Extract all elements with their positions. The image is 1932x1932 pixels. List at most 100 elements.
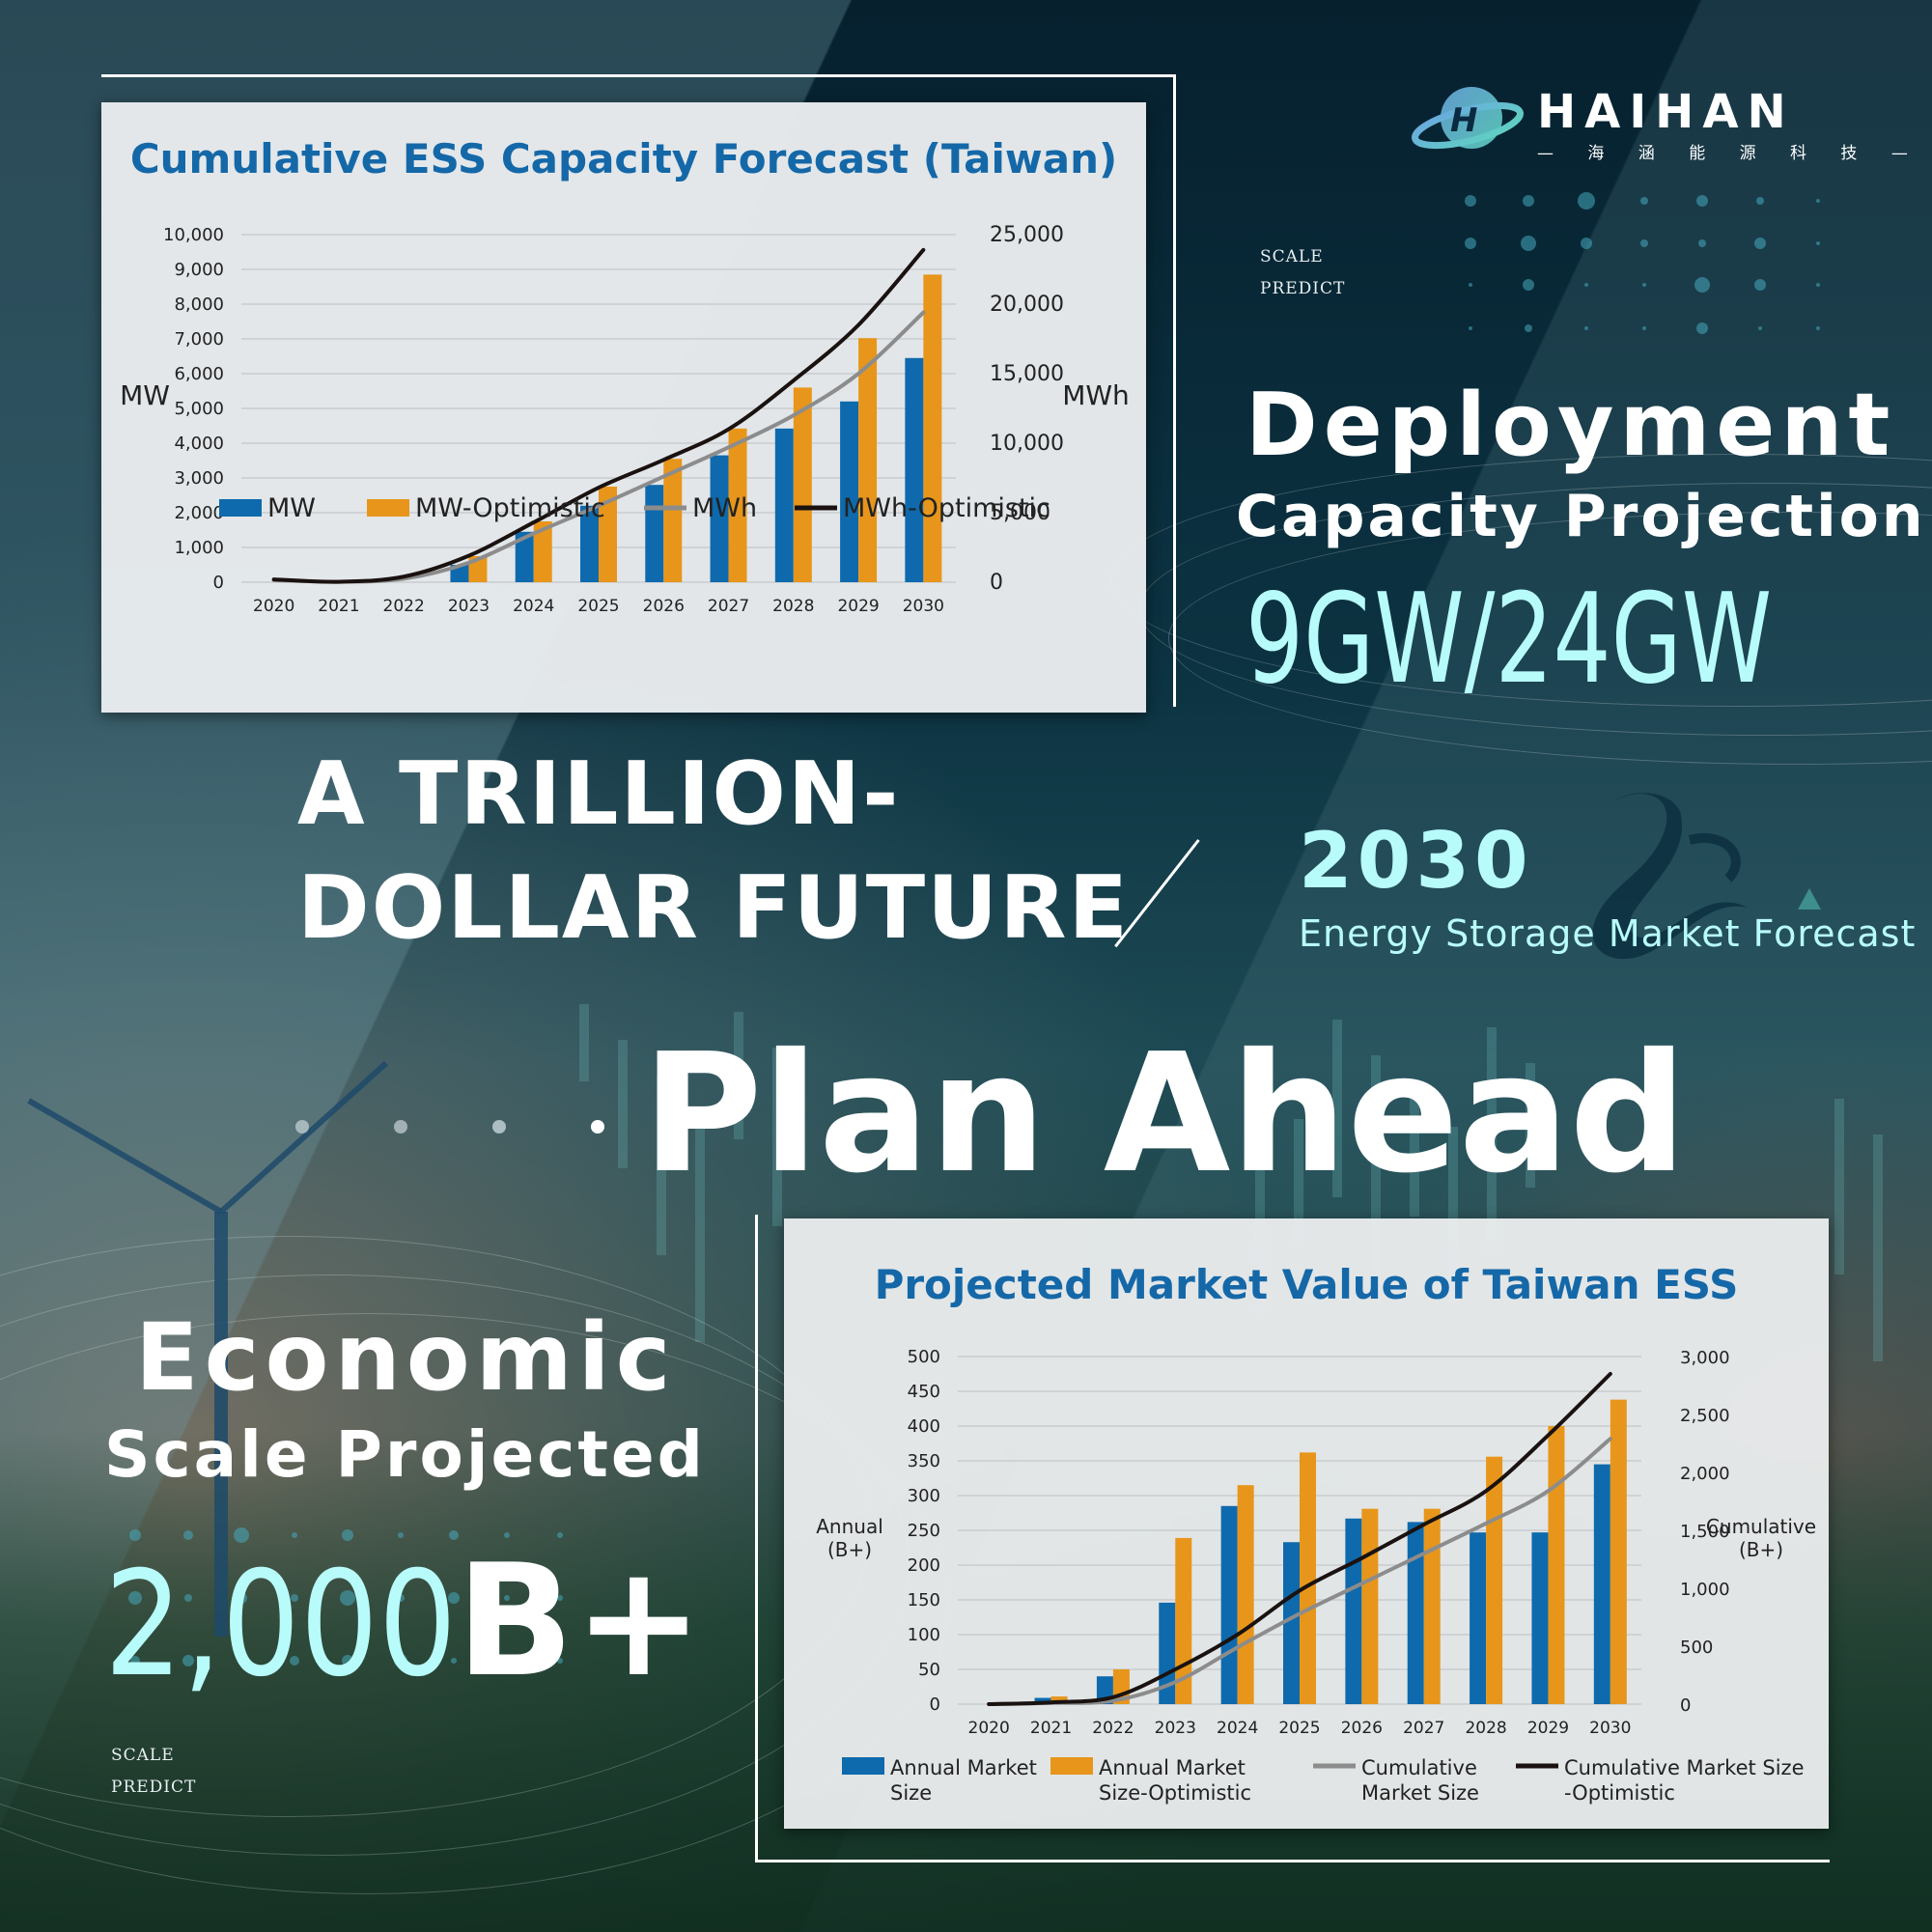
x-tick-label: 2023 — [448, 597, 490, 616]
decor-dot — [1696, 195, 1708, 207]
bar — [923, 274, 942, 582]
chart1-frame — [101, 74, 1176, 707]
x-tick-label: 2029 — [837, 597, 879, 616]
decor-dot — [492, 1120, 506, 1134]
x-tick-label: 2030 — [1589, 1719, 1631, 1738]
decor-dot — [1756, 197, 1764, 205]
y-tick-label: 100 — [908, 1625, 940, 1645]
candlestick — [657, 1076, 666, 1255]
brand-subtitle-text: 海 涵 能 源 科 技 — [1587, 144, 1872, 163]
bar — [1423, 1508, 1441, 1704]
x-tick-label: 2022 — [1092, 1719, 1134, 1738]
y-tick-label: 6,000 — [174, 364, 224, 384]
bar — [1237, 1485, 1254, 1704]
decor-dot — [1696, 322, 1708, 334]
y-tick-label: 9,000 — [174, 260, 224, 280]
chart2-panel: Projected Market Value of Taiwan ESS 0 50… — [784, 1218, 1829, 1829]
bar — [1593, 1464, 1610, 1704]
chart1-plot: 0 1,000 2,000 3,000 4,000 5,000 6,000 7,000 8,00… — [120, 223, 1130, 616]
legend-label: -Optimistic — [1564, 1781, 1675, 1805]
x-tick-label: 2025 — [577, 597, 619, 616]
bar — [858, 338, 878, 582]
economic-value: 2,000B+ — [104, 1530, 703, 1711]
y-tick-label: 2,000 — [174, 503, 224, 523]
candlestick — [1294, 1119, 1303, 1246]
x-tick-label: 2026 — [1341, 1719, 1383, 1738]
economic-value-suffix: B+ — [456, 1530, 704, 1711]
decor-dot — [394, 1120, 407, 1134]
decor-dot — [295, 1120, 309, 1134]
decor-dot — [1469, 326, 1472, 330]
bar — [533, 521, 552, 582]
bar — [1407, 1522, 1424, 1704]
bar — [728, 428, 747, 582]
candlestick — [1487, 1027, 1497, 1255]
x-tick-label: 2028 — [772, 597, 814, 616]
bar — [793, 387, 812, 582]
legend-label: Market Size — [1361, 1781, 1479, 1805]
candlestick — [1448, 1127, 1458, 1303]
legend-label: Annual Market — [1099, 1756, 1246, 1779]
y2-tick-label: 5,000 — [990, 501, 1050, 525]
legend-label: Annual Market — [890, 1756, 1037, 1779]
decor-dot — [1816, 326, 1820, 330]
candlestick — [1873, 1134, 1883, 1361]
decor-dot — [1754, 279, 1766, 291]
legend-label: MW — [267, 493, 316, 523]
bar — [580, 505, 599, 582]
candlestick — [1410, 1091, 1419, 1217]
year-2030: 2030 — [1299, 816, 1533, 906]
plan-ahead-title: Plan Ahead — [642, 1019, 1688, 1210]
x-tick-label: 2030 — [903, 597, 944, 616]
candlestick — [772, 1048, 782, 1226]
y-tick-label: 5,000 — [174, 399, 224, 419]
legend-swatch — [219, 499, 262, 517]
y2-tick-label: 25,000 — [990, 223, 1064, 247]
decor-dot — [1816, 241, 1820, 245]
decor-dot — [1581, 238, 1592, 249]
y2-tick-label: 20,000 — [990, 293, 1064, 317]
y-tick-label: 500 — [908, 1347, 940, 1367]
chart1-panel: Cumulative ESS Capacity Forecast (Taiwan… — [101, 102, 1146, 713]
decor-dot — [591, 1120, 604, 1134]
decor-dot — [1698, 239, 1706, 247]
candlestick — [1526, 1063, 1535, 1188]
y-tick-label: 0 — [930, 1694, 940, 1715]
decor-dot — [1584, 326, 1588, 330]
bar — [515, 531, 534, 582]
headline-line2: DOLLAR FUTURE — [297, 857, 1131, 959]
decor-dot — [1642, 283, 1646, 287]
bar — [1283, 1542, 1300, 1704]
y2-tick-label: 1,000 — [1680, 1580, 1730, 1600]
x-tick-label: 2023 — [1155, 1719, 1196, 1738]
orca-icon — [1592, 793, 1748, 960]
y-tick-label: 3,000 — [174, 468, 224, 489]
legend-label: Size — [890, 1781, 932, 1805]
deployment-title: Deployment — [1246, 375, 1896, 476]
candlestick — [734, 1012, 743, 1139]
decor-dot — [1578, 192, 1595, 210]
y-tick-label: 50 — [918, 1660, 940, 1680]
y2-tick-label: 10,000 — [990, 432, 1064, 456]
y2-tick-label: 2,000 — [1680, 1464, 1730, 1484]
y2-tick-label: 1,500 — [1680, 1522, 1730, 1542]
y-tick-label: 450 — [908, 1382, 940, 1402]
y-tick-label: 300 — [908, 1486, 940, 1506]
globe-ring-icon: H — [1412, 87, 1524, 150]
bar — [1361, 1508, 1379, 1704]
y-tick-label: 150 — [908, 1590, 940, 1610]
x-tick-label: 2025 — [1278, 1719, 1320, 1738]
legend-label: Cumulative — [1361, 1756, 1477, 1779]
decor-dot — [1523, 279, 1534, 291]
legend-label: Size-Optimistic — [1099, 1781, 1251, 1805]
brand-logo: H HAIHAN — 海 涵 能 源 科 技 — — [1412, 77, 1908, 164]
decor-dot — [1521, 236, 1536, 251]
x-tick-label: 2028 — [1465, 1719, 1506, 1738]
x-tick-label: 2029 — [1527, 1719, 1569, 1738]
bar — [645, 485, 664, 582]
chart2-title: Projected Market Value of Taiwan ESS — [874, 1261, 1739, 1308]
legend-label: MWh-Optimistic — [843, 493, 1050, 523]
tag-line-scale: SCALE — [111, 1746, 175, 1765]
bar — [599, 487, 617, 582]
y-tick-label: 200 — [908, 1555, 940, 1576]
